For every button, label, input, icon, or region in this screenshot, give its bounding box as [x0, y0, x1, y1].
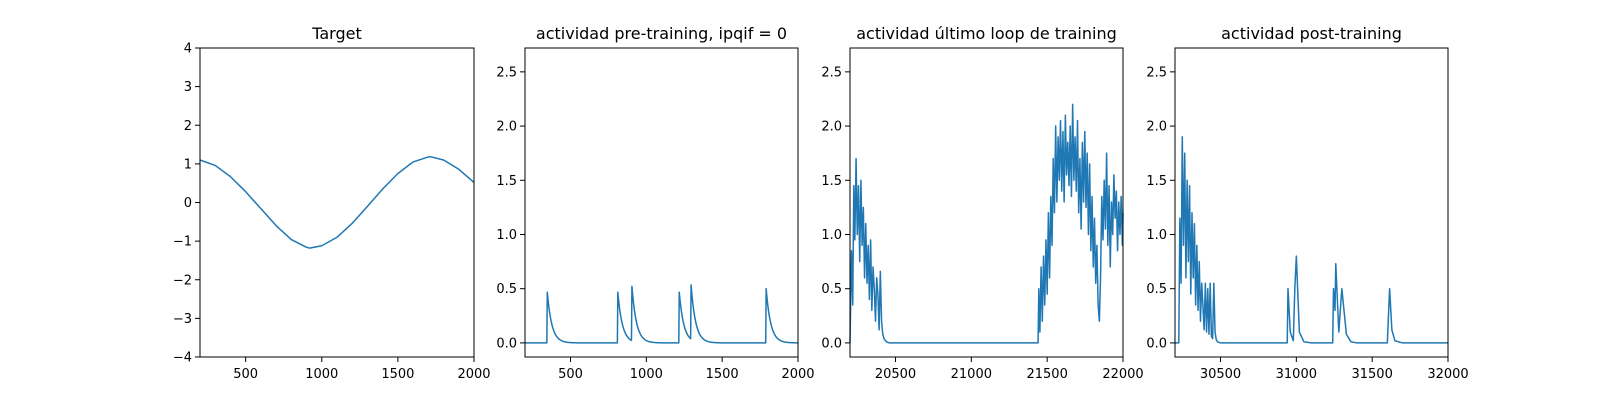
x-tick-label: 1500: [706, 367, 739, 382]
y-tick-label: 0: [184, 196, 192, 211]
y-tick-label: 1.5: [496, 174, 517, 189]
x-tick-label: 31500: [1351, 367, 1392, 382]
series-line: [1175, 136, 1448, 344]
x-tick-label: 30500: [1200, 367, 1241, 382]
x-tick-label: 21000: [951, 367, 992, 382]
chart-title: actividad pre-training, ipqif = 0: [536, 24, 787, 43]
plot-frame: [199, 47, 475, 358]
y-tick-label: 1.5: [821, 174, 842, 189]
y-tick-label: 4: [184, 42, 192, 57]
series-line: [524, 284, 799, 344]
x-tick-label: 1500: [381, 367, 414, 382]
x-tick-label: 1000: [305, 367, 338, 382]
y-tick-label: 1.0: [1146, 228, 1167, 243]
chart-panel-2: actividad pre-training, ipqif = 0 500 1000…: [496, 24, 814, 382]
chart-panel-1: Target 500 1000 1500 2000 −4 −3 −2 −1 0 1 2 3 4: [173, 24, 491, 382]
chart-title: actividad post-training: [1221, 24, 1402, 43]
chart-title: Target: [311, 24, 362, 43]
y-tick-label: 2.0: [496, 120, 517, 135]
y-tick-label: 2.5: [496, 65, 517, 80]
y-tick-label: 2.0: [821, 120, 842, 135]
y-tick-label: 2.0: [1146, 120, 1167, 135]
y-tick-label: 3: [184, 80, 192, 95]
x-tick-label: 500: [558, 367, 583, 382]
y-tick-label: 0.0: [1146, 336, 1167, 351]
series-line: [199, 156, 475, 249]
x-tick-label: 1000: [630, 367, 663, 382]
x-tick-label: 21500: [1026, 367, 1067, 382]
y-tick-label: 0.0: [821, 336, 842, 351]
y-tick-label: 0.5: [496, 282, 517, 297]
y-tick-label: 2: [184, 119, 192, 134]
y-tick-label: −2: [173, 273, 192, 288]
chart-panel-3: actividad último loop de training 20500 21…: [821, 24, 1143, 382]
y-tick-label: 1: [184, 157, 192, 172]
plot-frame: [849, 47, 1124, 358]
y-tick-label: −1: [173, 235, 192, 250]
y-tick-label: 0.5: [1146, 282, 1167, 297]
y-tick-label: 2.5: [1146, 65, 1167, 80]
y-tick-label: 1.0: [496, 228, 517, 243]
x-tick-label: 2000: [457, 367, 490, 382]
x-tick-label: 22000: [1102, 367, 1143, 382]
x-tick-label: 500: [233, 367, 258, 382]
plot-frame: [524, 47, 799, 358]
x-tick-label: 2000: [781, 367, 814, 382]
y-tick-label: 1.5: [1146, 174, 1167, 189]
y-tick-label: 0.0: [496, 336, 517, 351]
y-tick-label: 2.5: [821, 65, 842, 80]
chart-panel-4: actividad post-training 30500 31000 31500 32…: [1146, 24, 1468, 382]
y-tick-label: −4: [173, 351, 192, 366]
y-tick-label: 1.0: [821, 228, 842, 243]
chart-title: actividad último loop de training: [856, 24, 1117, 43]
x-tick-label: 32000: [1427, 367, 1468, 382]
x-tick-label: 20500: [875, 367, 916, 382]
y-tick-label: −3: [173, 312, 192, 327]
plot-frame: [1174, 47, 1449, 358]
x-tick-label: 31000: [1276, 367, 1317, 382]
series-line: [849, 103, 1124, 344]
y-tick-label: 0.5: [821, 282, 842, 297]
